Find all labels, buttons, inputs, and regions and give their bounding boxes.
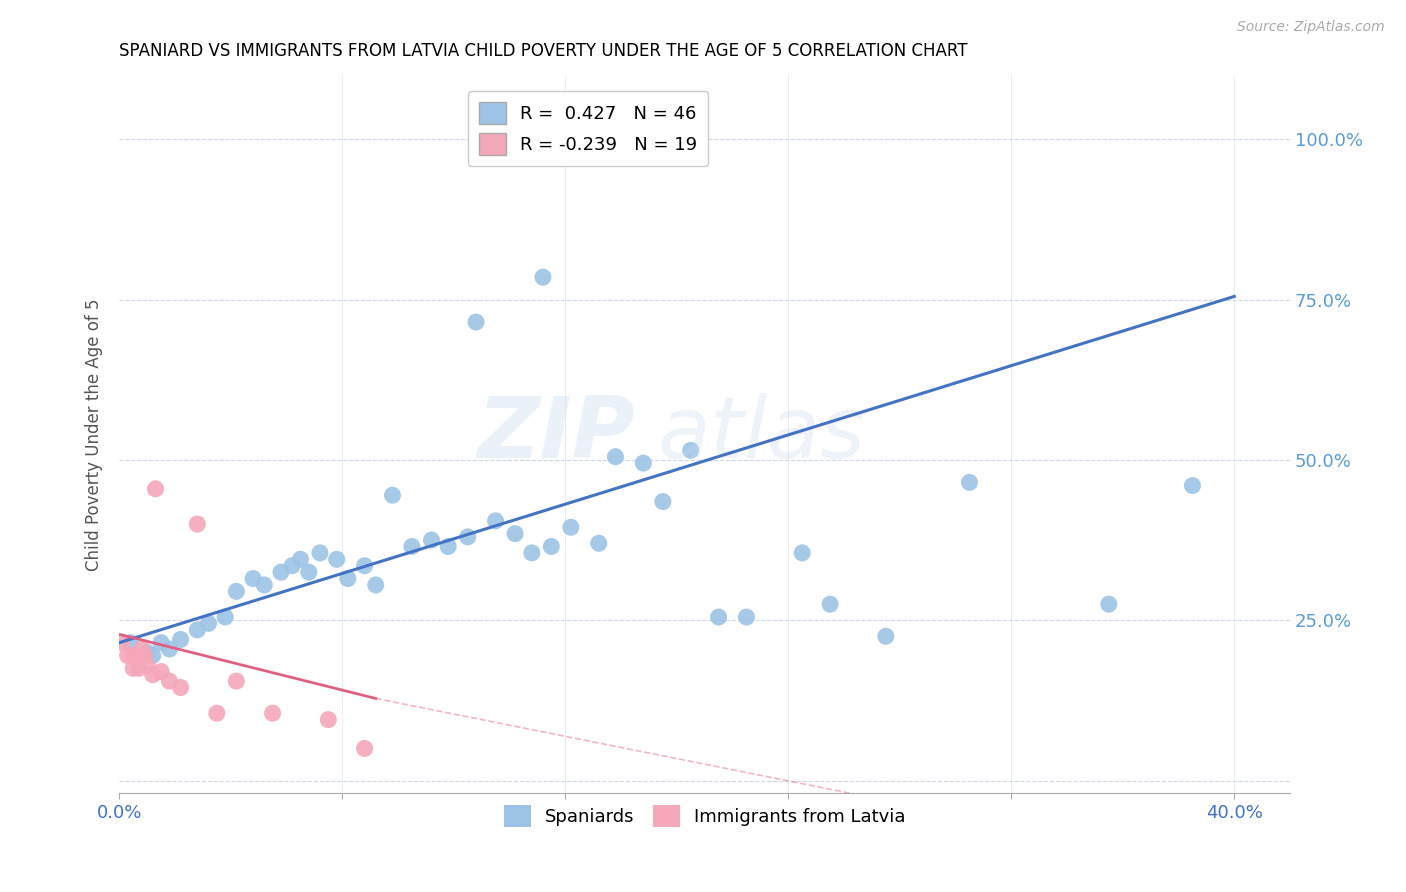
Point bbox=[142, 648, 165, 663]
Point bbox=[520, 546, 543, 560]
Point bbox=[242, 572, 264, 586]
Point bbox=[336, 572, 359, 586]
Point bbox=[136, 645, 159, 659]
Point bbox=[225, 674, 247, 689]
Point bbox=[159, 642, 181, 657]
Point bbox=[560, 520, 582, 534]
Point bbox=[633, 456, 655, 470]
Point bbox=[150, 635, 173, 649]
Point bbox=[186, 516, 208, 531]
Text: Source: ZipAtlas.com: Source: ZipAtlas.com bbox=[1237, 20, 1385, 34]
Point bbox=[309, 546, 332, 560]
Point bbox=[253, 578, 276, 592]
Legend: Spaniards, Immigrants from Latvia: Spaniards, Immigrants from Latvia bbox=[496, 798, 912, 835]
Point bbox=[186, 623, 208, 637]
Point bbox=[1181, 478, 1204, 492]
Point bbox=[540, 540, 562, 554]
Point bbox=[225, 584, 247, 599]
Point bbox=[262, 706, 284, 721]
Point bbox=[679, 443, 702, 458]
Y-axis label: Child Poverty Under the Age of 5: Child Poverty Under the Age of 5 bbox=[86, 298, 103, 571]
Point bbox=[707, 610, 730, 624]
Point bbox=[318, 713, 340, 727]
Point bbox=[142, 667, 165, 681]
Point bbox=[145, 482, 167, 496]
Point bbox=[875, 629, 897, 643]
Point bbox=[959, 475, 981, 490]
Point bbox=[588, 536, 610, 550]
Point bbox=[136, 658, 159, 673]
Text: ZIP: ZIP bbox=[477, 392, 634, 475]
Point bbox=[651, 494, 673, 508]
Point bbox=[117, 648, 139, 663]
Point bbox=[457, 530, 479, 544]
Point bbox=[169, 632, 191, 647]
Point bbox=[169, 681, 191, 695]
Point bbox=[605, 450, 627, 464]
Point bbox=[353, 741, 375, 756]
Point bbox=[270, 565, 292, 579]
Point bbox=[205, 706, 228, 721]
Point bbox=[437, 540, 460, 554]
Point bbox=[381, 488, 404, 502]
Point bbox=[465, 315, 488, 329]
Point bbox=[122, 648, 145, 663]
Point bbox=[1098, 597, 1121, 611]
Point bbox=[111, 635, 134, 649]
Point bbox=[150, 665, 173, 679]
Point bbox=[131, 642, 153, 657]
Point bbox=[420, 533, 443, 547]
Point bbox=[792, 546, 814, 560]
Point bbox=[128, 661, 150, 675]
Text: SPANIARD VS IMMIGRANTS FROM LATVIA CHILD POVERTY UNDER THE AGE OF 5 CORRELATION : SPANIARD VS IMMIGRANTS FROM LATVIA CHILD… bbox=[120, 42, 967, 60]
Point bbox=[353, 558, 375, 573]
Point bbox=[364, 578, 387, 592]
Point bbox=[281, 558, 304, 573]
Point bbox=[290, 552, 312, 566]
Point bbox=[134, 648, 156, 663]
Text: atlas: atlas bbox=[658, 392, 866, 475]
Point bbox=[325, 552, 347, 566]
Point bbox=[503, 526, 526, 541]
Point bbox=[484, 514, 506, 528]
Point bbox=[120, 635, 142, 649]
Point bbox=[735, 610, 758, 624]
Point bbox=[122, 661, 145, 675]
Point bbox=[159, 674, 181, 689]
Point bbox=[818, 597, 841, 611]
Point bbox=[531, 270, 554, 285]
Point bbox=[401, 540, 423, 554]
Point bbox=[197, 616, 219, 631]
Point bbox=[298, 565, 321, 579]
Point bbox=[214, 610, 236, 624]
